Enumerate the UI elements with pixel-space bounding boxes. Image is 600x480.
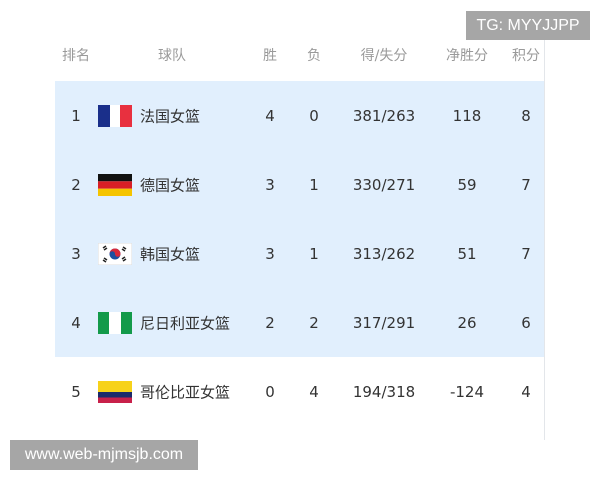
team-name: 法国女篮 <box>140 107 201 125</box>
header-team: 球队 <box>158 48 186 64</box>
france-flag-icon <box>98 104 132 127</box>
rank: 4 <box>71 313 81 332</box>
losses: 1 <box>309 175 319 194</box>
points-for-against: 317/291 <box>352 313 416 332</box>
team-name: 哥伦比亚女篮 <box>140 383 231 401</box>
points-for-against: 194/318 <box>352 382 416 401</box>
point-diff: 59 <box>457 175 477 194</box>
wins: 2 <box>265 313 275 332</box>
point-diff: -124 <box>449 382 485 401</box>
points-for-against: 381/263 <box>352 106 416 125</box>
standings-table: 排名 球队 胜 负 得/失分 净胜分 积分 1 法国女篮 4 0 381/263… <box>55 30 545 440</box>
point-diff: 51 <box>457 244 477 263</box>
wins: 4 <box>265 106 275 125</box>
rank: 5 <box>71 382 81 401</box>
points-for-against: 330/271 <box>352 175 416 194</box>
table-row: 2 德国女篮 3 1 330/271 59 7 <box>55 150 544 219</box>
standing-points: 8 <box>521 106 531 125</box>
losses: 4 <box>309 382 319 401</box>
header-wins: 胜 <box>263 48 277 64</box>
table-row: 3 韩国女篮 3 1 313/262 51 7 <box>55 219 544 288</box>
losses: 0 <box>309 106 319 125</box>
watermark-bottom: www.web-mjmsjb.com <box>10 440 198 470</box>
header-points: 得/失分 <box>360 48 408 64</box>
team-name: 德国女篮 <box>140 176 201 194</box>
point-diff: 26 <box>457 313 477 332</box>
table-row: 5 哥伦比亚女篮 0 4 194/318 -124 4 <box>55 357 544 426</box>
rank: 2 <box>71 175 81 194</box>
wins: 0 <box>265 382 275 401</box>
table-row: 1 法国女篮 4 0 381/263 118 8 <box>55 81 544 150</box>
points-for-against: 313/262 <box>352 244 416 263</box>
header-rank: 排名 <box>62 48 90 64</box>
germany-flag-icon <box>98 173 132 196</box>
standing-points: 4 <box>521 382 531 401</box>
table-header: 排名 球队 胜 负 得/失分 净胜分 积分 <box>55 30 544 80</box>
rank: 1 <box>71 106 81 125</box>
losses: 2 <box>309 313 319 332</box>
wins: 3 <box>265 244 275 263</box>
losses: 1 <box>309 244 319 263</box>
nigeria-flag-icon <box>98 311 132 334</box>
point-diff: 118 <box>452 106 482 125</box>
header-diff: 净胜分 <box>446 48 488 64</box>
table-row: 4 尼日利亚女篮 2 2 317/291 26 6 <box>55 288 544 357</box>
team-name: 韩国女篮 <box>140 245 201 263</box>
colombia-flag-icon <box>98 380 132 403</box>
standing-points: 7 <box>521 244 531 263</box>
header-score: 积分 <box>512 48 540 64</box>
team-name: 尼日利亚女篮 <box>140 314 231 332</box>
south-korea-flag-icon <box>97 242 133 265</box>
header-losses: 负 <box>307 48 321 64</box>
standing-points: 7 <box>521 175 531 194</box>
rank: 3 <box>71 244 81 263</box>
watermark-top: TG: MYYJJPP <box>466 11 590 40</box>
wins: 3 <box>265 175 275 194</box>
standing-points: 6 <box>521 313 531 332</box>
